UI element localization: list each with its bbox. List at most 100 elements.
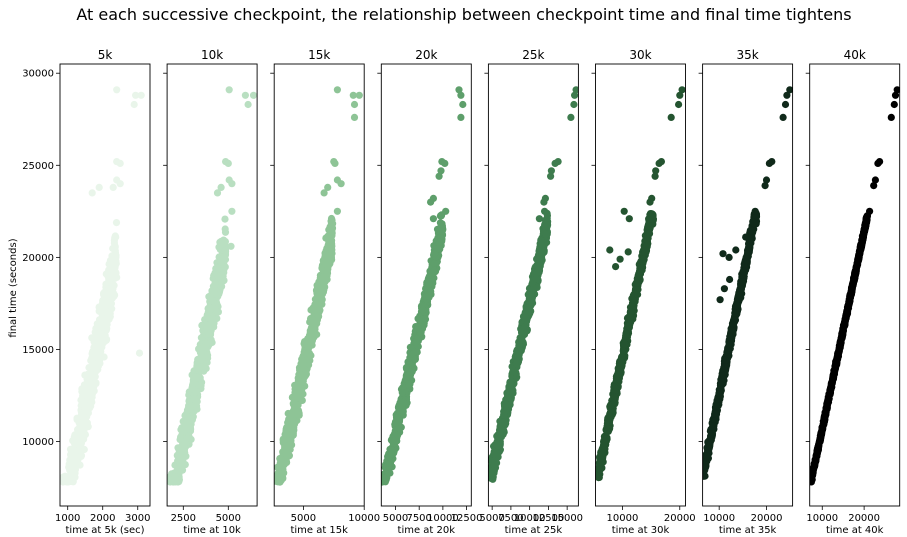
axes-frame — [595, 63, 686, 507]
data-point — [503, 401, 511, 409]
scatter-points — [274, 86, 363, 486]
data-point — [518, 331, 526, 339]
data-point — [331, 159, 339, 167]
data-point — [395, 418, 403, 426]
data-point — [501, 419, 509, 428]
data-point — [630, 297, 639, 305]
data-point — [430, 259, 438, 267]
data-point — [77, 431, 85, 439]
data-point — [280, 436, 288, 444]
data-point — [86, 381, 94, 389]
data-point — [213, 189, 222, 197]
data-point — [651, 172, 659, 180]
data-point — [69, 447, 77, 455]
data-point — [282, 427, 290, 435]
data-point — [350, 113, 359, 121]
data-point — [412, 338, 420, 346]
data-point — [632, 286, 641, 294]
x-tick-label: 5000 — [291, 513, 316, 524]
data-point — [624, 248, 632, 256]
data-point — [218, 282, 226, 290]
data-point — [506, 379, 515, 387]
data-point — [457, 91, 465, 99]
data-point — [228, 207, 236, 215]
data-point — [538, 241, 546, 249]
data-point — [417, 328, 425, 336]
x-axis-label: time at 5k (sec) — [66, 525, 145, 536]
data-point — [633, 279, 641, 287]
data-point — [455, 86, 463, 94]
x-tick-label: 1000 — [55, 513, 80, 524]
data-point — [307, 338, 315, 346]
data-point — [421, 315, 430, 323]
data-point — [534, 266, 543, 274]
data-point — [496, 428, 504, 436]
data-point — [639, 258, 647, 266]
data-point — [406, 368, 415, 376]
data-point — [174, 444, 182, 452]
figure-title: At each successive checkpoint, the relat… — [76, 5, 851, 24]
data-point — [221, 228, 230, 236]
data-point — [405, 380, 413, 388]
data-point — [324, 265, 332, 273]
x-tick-label: 15000 — [551, 513, 583, 524]
data-point — [393, 431, 402, 439]
subplot-title: 25k — [522, 48, 544, 62]
data-point — [80, 417, 88, 425]
data-point — [94, 365, 102, 374]
data-point — [64, 475, 72, 483]
data-point — [315, 312, 323, 320]
data-point — [649, 215, 657, 223]
data-point — [441, 159, 449, 167]
data-point — [457, 113, 465, 121]
x-axis-label: time at 15k — [290, 525, 348, 536]
data-point — [217, 255, 225, 263]
subplot-title: 15k — [308, 48, 330, 62]
data-point — [225, 86, 233, 94]
data-point — [386, 459, 394, 467]
data-point — [675, 100, 683, 109]
data-point — [102, 270, 110, 278]
data-point — [547, 172, 555, 180]
data-point — [111, 242, 119, 250]
data-point — [419, 306, 427, 314]
data-point — [195, 364, 203, 372]
data-point — [596, 460, 604, 468]
data-point — [109, 292, 117, 300]
data-point — [249, 91, 258, 99]
x-axis-label: time at 20k — [398, 525, 456, 536]
data-point — [112, 219, 121, 227]
data-point — [95, 336, 103, 344]
data-point — [621, 340, 629, 348]
data-point — [622, 331, 630, 339]
data-point — [493, 441, 501, 449]
data-point — [601, 437, 609, 445]
data-point — [606, 402, 614, 411]
data-point — [312, 300, 321, 308]
data-point — [381, 474, 388, 482]
data-point — [210, 288, 218, 296]
data-point — [535, 215, 544, 223]
data-point — [381, 463, 389, 472]
data-point — [350, 100, 359, 109]
data-point — [113, 86, 121, 94]
data-point — [607, 413, 615, 421]
data-point — [571, 91, 579, 99]
data-point — [494, 450, 502, 458]
data-point — [304, 345, 312, 353]
data-point — [542, 230, 550, 238]
data-point — [394, 425, 402, 433]
data-point — [652, 167, 660, 175]
subplot-title: 5k — [98, 48, 113, 62]
data-point — [349, 91, 357, 99]
data-point — [221, 215, 229, 223]
data-point — [537, 249, 546, 257]
data-point — [183, 434, 191, 443]
data-point — [429, 215, 437, 223]
data-point — [333, 86, 341, 94]
data-point — [435, 172, 443, 180]
data-point — [298, 355, 306, 363]
data-point — [676, 91, 684, 99]
